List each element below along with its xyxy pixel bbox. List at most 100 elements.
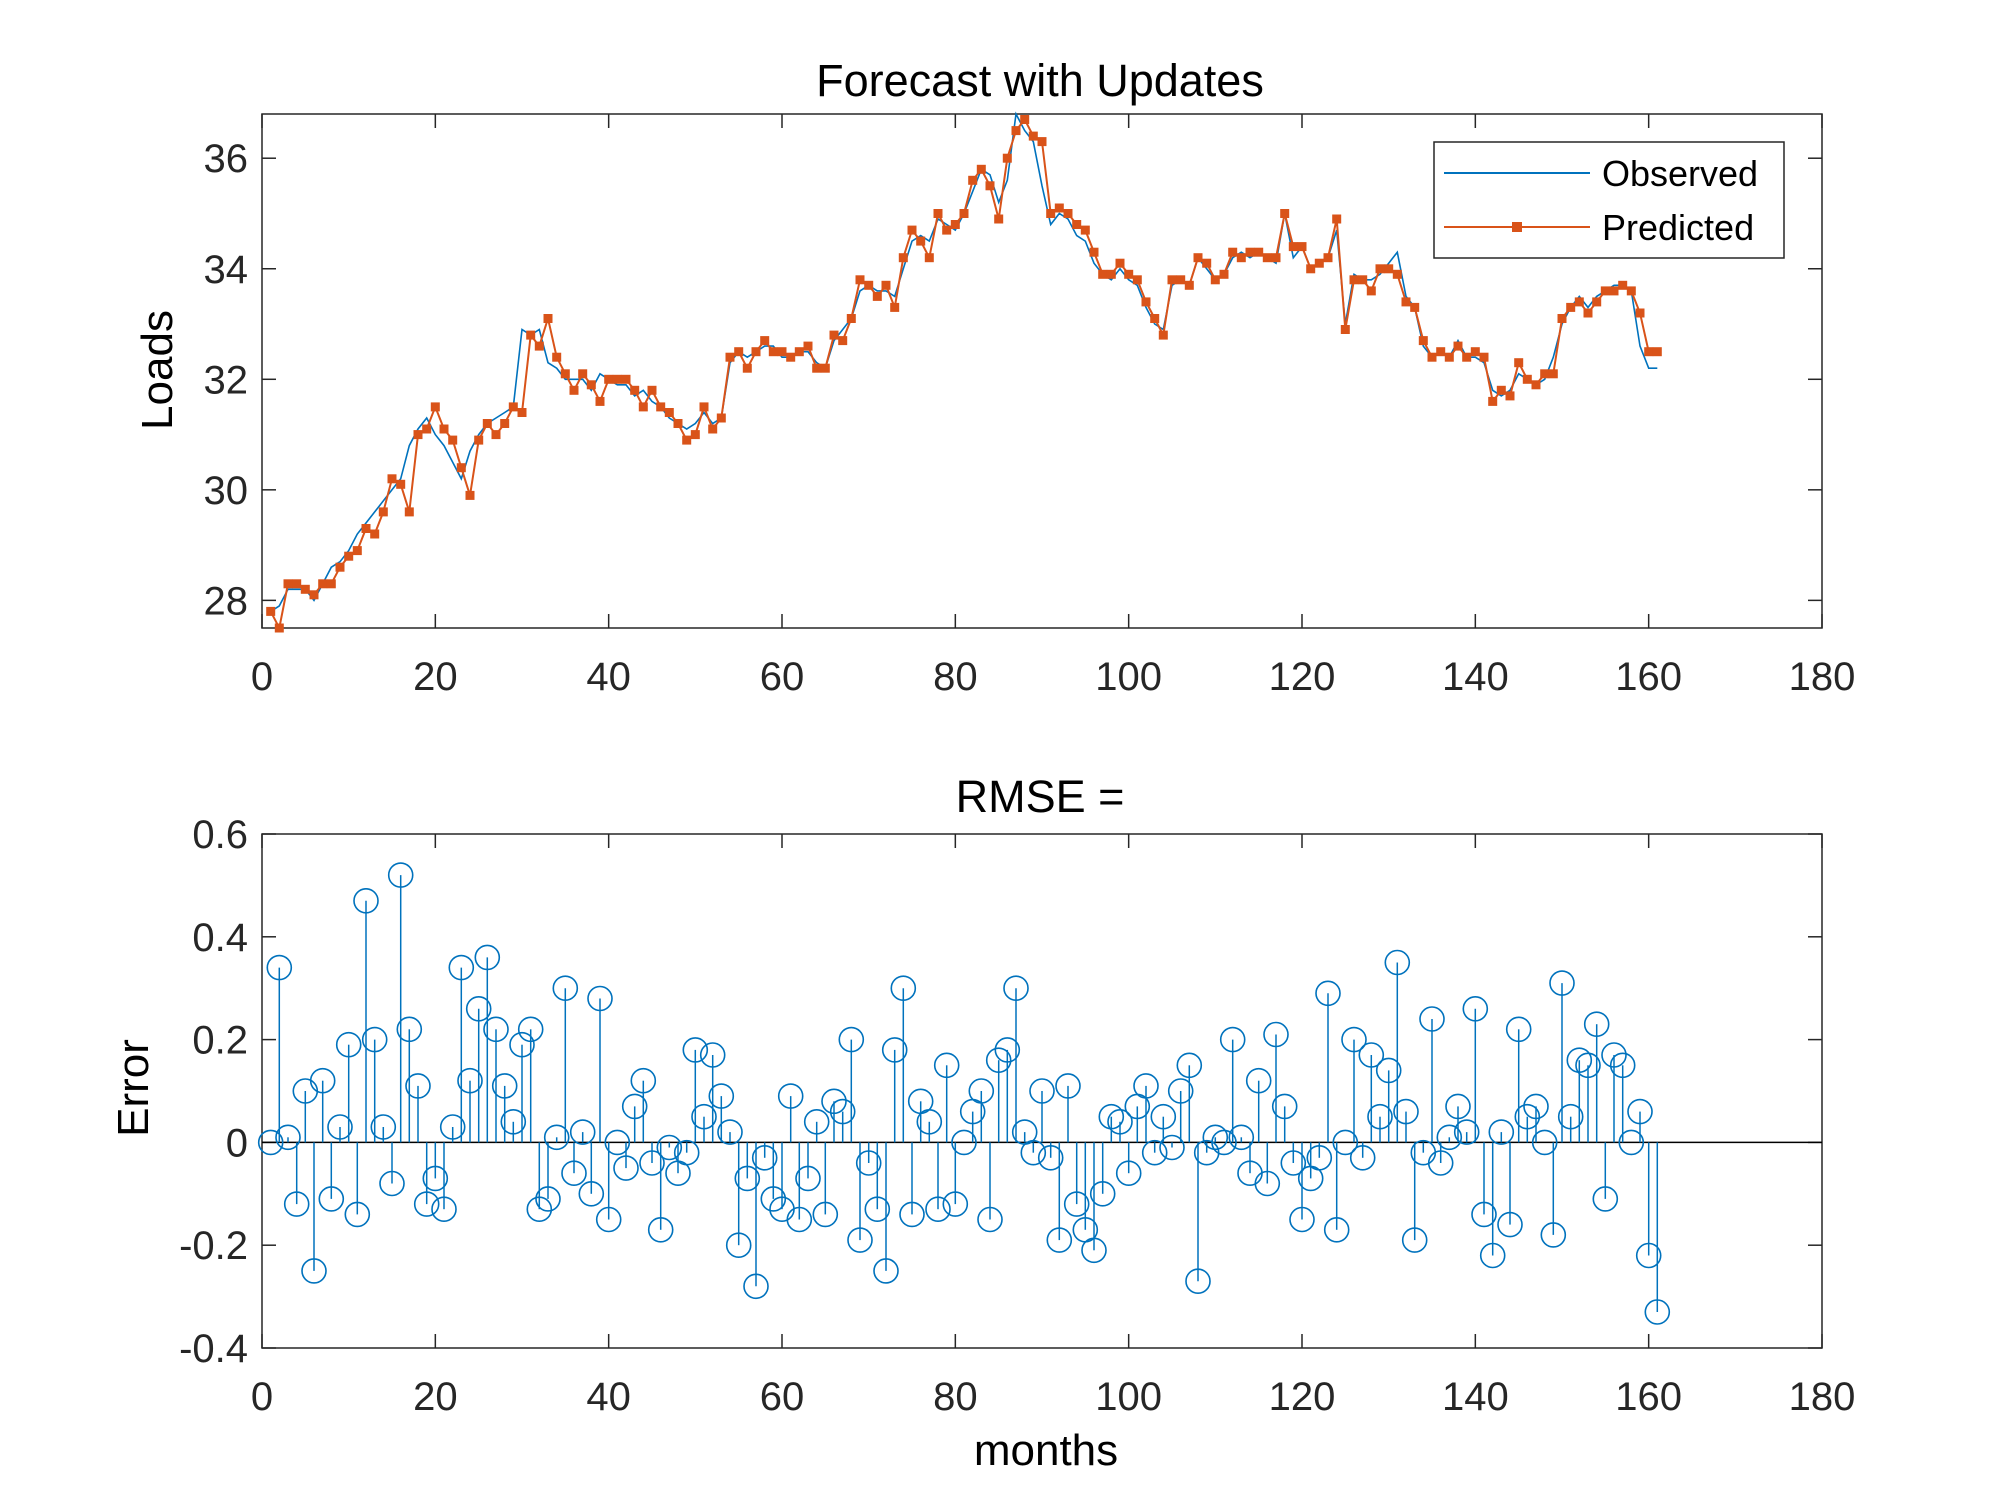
forecast-x-tick-label: 40 (586, 655, 631, 699)
predicted-point (976, 164, 986, 174)
error-point (604, 1129, 631, 1156)
error-point (491, 1073, 518, 1099)
predicted-point (1037, 137, 1047, 147)
error-x-tick-label: 80 (933, 1375, 978, 1419)
predicted-point (786, 352, 796, 362)
error-point (1289, 1206, 1315, 1233)
error-point (760, 1186, 787, 1212)
error-point (1644, 1299, 1671, 1325)
error-point (283, 1191, 310, 1217)
error-point (1141, 1139, 1168, 1166)
predicted-point (1106, 269, 1116, 279)
predicted-point (1184, 280, 1194, 290)
error-point (275, 1124, 301, 1151)
error-point (327, 1114, 353, 1140)
forecast-axes: 0 20 40 60 80 100 120 140 160 180 28 30 32 34 36 (204, 114, 1855, 699)
predicted-point (404, 507, 414, 517)
error-x-tick-label: 60 (760, 1375, 805, 1419)
error-point (1055, 1073, 1081, 1099)
error-point (1315, 980, 1341, 1007)
error-point (1583, 1011, 1610, 1037)
error-point (1037, 1145, 1064, 1171)
predicted-point (1548, 369, 1558, 379)
error-point (509, 1031, 535, 1058)
error-point (1575, 1052, 1601, 1079)
error-point (301, 1258, 327, 1284)
predicted-point (1366, 286, 1376, 296)
predicted-point (361, 524, 371, 533)
error-point (873, 1258, 899, 1284)
error-point (1471, 1201, 1497, 1228)
forecast-series (266, 111, 1662, 633)
predicted-point (604, 374, 614, 384)
predicted-point (1514, 358, 1524, 368)
error-point (1098, 1103, 1125, 1130)
predicted-point (734, 347, 744, 357)
predicted-point (1462, 352, 1472, 362)
error-point (1089, 1181, 1116, 1207)
predicted-point (465, 490, 475, 500)
error-point (838, 1026, 865, 1053)
predicted-point (682, 435, 692, 445)
error-point (1228, 1124, 1255, 1151)
error-point (1367, 1103, 1393, 1130)
error-point (743, 1273, 769, 1300)
error-point (977, 1206, 1003, 1233)
error-point (1341, 1026, 1367, 1053)
predicted-point (1219, 269, 1229, 279)
predicted-point (1245, 247, 1255, 257)
error-point (344, 1201, 371, 1228)
predicted-point (578, 369, 588, 379)
predicted-point (1583, 308, 1593, 318)
predicted-point (500, 419, 510, 428)
predicted-point (1566, 302, 1576, 312)
error-point (1531, 1129, 1558, 1156)
error-point (899, 1201, 925, 1228)
predicted-point (266, 606, 276, 616)
legend-predicted-label: Predicted (1602, 207, 1754, 248)
predicted-point (768, 347, 778, 357)
error-point (916, 1109, 943, 1135)
error-point (656, 1134, 683, 1161)
forecast-y-tick-label: 28 (204, 579, 249, 623)
predicted-point (569, 385, 579, 395)
predicted-point (968, 175, 978, 185)
error-point (1245, 1067, 1272, 1094)
predicted-point (1635, 308, 1645, 318)
error-point (552, 975, 579, 1002)
predicted-point (630, 385, 640, 395)
predicted-point (612, 374, 622, 384)
error-x-tick-label: 120 (1269, 1375, 1336, 1419)
predicted-point (456, 463, 466, 473)
predicted-point (699, 402, 709, 412)
error-point (613, 1155, 639, 1181)
error-point (1159, 1134, 1185, 1161)
error-point (630, 1067, 657, 1094)
forecast-y-tick-label: 30 (204, 469, 249, 513)
error-point (717, 1119, 743, 1145)
error-x-tick-label: 180 (1789, 1375, 1856, 1419)
predicted-point (742, 363, 752, 373)
error-point (1618, 1129, 1645, 1156)
predicted-point (1098, 269, 1108, 279)
predicted-point (1210, 275, 1220, 285)
predicted-point (864, 280, 874, 290)
predicted-point (1002, 153, 1012, 163)
predicted-point (890, 302, 900, 312)
predicted-point (430, 402, 440, 412)
predicted-point (829, 330, 839, 340)
predicted-point (448, 435, 458, 445)
predicted-point (300, 584, 310, 594)
predicted-point (898, 253, 908, 263)
error-y-tick-label: 0 (226, 1121, 248, 1165)
error-point (1349, 1145, 1376, 1171)
predicted-point (1444, 352, 1454, 362)
error-point (1514, 1103, 1541, 1130)
error-point (829, 1098, 856, 1125)
error-point (439, 1114, 466, 1140)
error-point (266, 954, 293, 981)
predicted-point (1652, 347, 1662, 357)
predicted-point (1306, 264, 1316, 274)
error-point (1540, 1222, 1567, 1248)
predicted-point (387, 474, 397, 484)
